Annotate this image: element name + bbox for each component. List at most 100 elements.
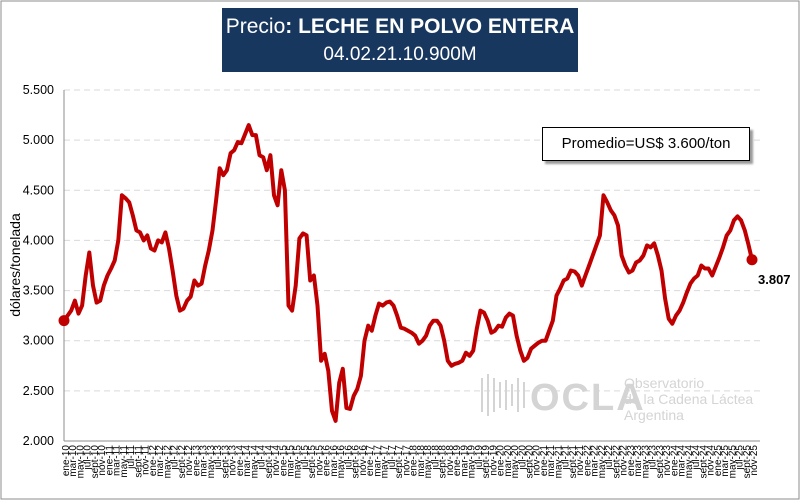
- x-tick-label: mar-14: [242, 445, 253, 477]
- x-tick-label: mar-24: [677, 445, 688, 477]
- x-tick-label: may-12: [162, 445, 173, 479]
- x-tick-label: sept-15: [307, 445, 318, 479]
- x-tick-label: sept-23: [655, 445, 666, 479]
- x-tick-label: nov-10: [97, 445, 108, 476]
- x-tick-label: sept-24: [698, 445, 709, 479]
- x-tick-label: jul-13: [213, 445, 224, 471]
- x-tick-label: jul-18: [430, 445, 441, 471]
- x-tick-label: sept-17: [394, 445, 405, 479]
- x-tick-label: nov-15: [314, 445, 325, 476]
- x-tick-label: ene-21: [539, 445, 550, 477]
- x-tick-label: jul-24: [691, 445, 702, 471]
- x-tick-label: may-16: [336, 445, 347, 479]
- title-prefix: Precio: [225, 15, 286, 38]
- x-tick-label: ene-25: [713, 445, 724, 477]
- x-tick-label: nov-13: [228, 445, 239, 476]
- x-tick-label: sept-21: [568, 445, 579, 479]
- x-tick-label: ene-15: [278, 445, 289, 477]
- x-tick-label: jul-14: [257, 445, 268, 471]
- x-tick-label: nov-21: [575, 445, 586, 476]
- x-tick-label: ene-11: [104, 445, 115, 476]
- y-axis-label: dólares/tonelada: [7, 213, 23, 317]
- x-tick-label: may-20: [510, 445, 521, 479]
- x-tick-label: ene-12: [148, 445, 159, 477]
- x-tick-label: ene-13: [191, 445, 202, 477]
- x-tick-label: nov-16: [358, 445, 369, 476]
- x-tick-label: may-17: [380, 445, 391, 479]
- x-tick-label: mar-19: [459, 445, 470, 477]
- y-tick-label: 4.500: [23, 183, 54, 197]
- x-tick-label: may-10: [75, 445, 86, 479]
- x-tick-label: nov-23: [662, 445, 673, 476]
- title-product: LECHE EN POLVO ENTERA: [298, 15, 575, 38]
- chart-title: Precio: LECHE EN POLVO ENTERA: [225, 15, 575, 38]
- x-tick-label: ene-23: [626, 445, 637, 477]
- x-tick-label: may-13: [206, 445, 217, 479]
- y-tick-label: 2.500: [23, 384, 54, 398]
- x-tick-label: nov-24: [706, 445, 717, 476]
- x-tick-label: mar-22: [590, 445, 601, 477]
- chart-subtitle: 04.02.21.10.900M: [323, 44, 477, 65]
- watermark-line-2: de la Cadena Láctea: [624, 391, 753, 407]
- x-tick-label: may-24: [684, 445, 695, 479]
- y-tick-label: 5.500: [23, 83, 54, 97]
- x-tick-label: sept-13: [220, 445, 231, 479]
- x-tick-label: mar-20: [503, 445, 514, 477]
- x-tick-label: ene-14: [235, 445, 246, 477]
- ocla-watermark: OCLA Observatorio de la Cadena Láctea Ar…: [481, 374, 753, 423]
- x-tick-label: jul-17: [387, 445, 398, 471]
- x-tick-label: sept-10: [90, 445, 101, 479]
- x-tick-label: ene-20: [496, 445, 507, 477]
- first-point-marker: [58, 315, 70, 327]
- x-tick-label: jul-25: [735, 445, 746, 471]
- x-tick-label: sept-16: [351, 445, 362, 479]
- x-tick-label: may-14: [249, 445, 260, 479]
- x-tick-label: sept-25: [742, 445, 753, 479]
- x-tick-label: mar-21: [546, 445, 557, 477]
- axes: [63, 90, 760, 442]
- x-tick-label: jul-20: [517, 445, 528, 471]
- watermark-line-3: Argentina: [624, 407, 684, 423]
- x-tick-label: nov-19: [488, 445, 499, 476]
- x-tick-label: mar-18: [416, 445, 427, 477]
- x-tick-label: ene-17: [365, 445, 376, 477]
- x-tick-label: nov-18: [445, 445, 456, 476]
- y-tick-label: 3.500: [23, 284, 54, 298]
- x-tick-label: may-21: [553, 445, 564, 479]
- x-tick-label: mar-16: [329, 445, 340, 477]
- x-tick-label: nov-22: [619, 445, 630, 476]
- x-tick-label: nov-25: [749, 445, 760, 476]
- x-tick-label: sept-22: [611, 445, 622, 479]
- x-tick-label: may-25: [727, 445, 738, 479]
- x-tick-label: ene-24: [669, 445, 680, 477]
- x-tick-label: jul-22: [604, 445, 615, 471]
- y-tick-label: 5.000: [23, 133, 54, 147]
- x-tick-label: ene-22: [582, 445, 593, 477]
- x-tick-label: may-11: [119, 445, 130, 478]
- average-annotation: Promedio=US$ 3.600/ton: [542, 127, 750, 161]
- x-tick-label: sept-14: [264, 445, 275, 479]
- x-tick-label: jul-19: [474, 445, 485, 471]
- y-tick-label: 4.000: [23, 233, 54, 247]
- x-tick-label: nov-17: [401, 445, 412, 476]
- y-tick-labels: 2.000 2.500 3.000 3.500 4.000 4.500 5.000 5.500: [23, 83, 54, 448]
- x-tick-label: mar-11: [112, 445, 123, 476]
- x-tick-label: may-18: [423, 445, 434, 479]
- x-tick-label: may-22: [597, 445, 608, 479]
- x-tick-label: sept-18: [438, 445, 449, 479]
- x-tick-label: mar-23: [633, 445, 644, 477]
- x-tick-label: mar-13: [199, 445, 210, 477]
- last-value-label: 3.807: [758, 272, 791, 287]
- watermark-line-1: Observatorio: [624, 375, 704, 391]
- last-point-marker: [746, 254, 758, 266]
- x-tick-label: nov-11: [141, 445, 152, 475]
- x-tick-label: nov-20: [532, 445, 543, 476]
- chart-title-box: Precio: LECHE EN POLVO ENTERA 04.02.21.1…: [222, 8, 578, 72]
- x-tick-label: mar-10: [68, 445, 79, 477]
- ocla-logo-text: OCLA: [530, 377, 646, 419]
- x-tick-label: sept-11: [133, 445, 144, 478]
- x-tick-label: ene-10: [61, 445, 72, 477]
- y-tick-label: 3.000: [23, 334, 54, 348]
- x-tick-label: may-19: [467, 445, 478, 479]
